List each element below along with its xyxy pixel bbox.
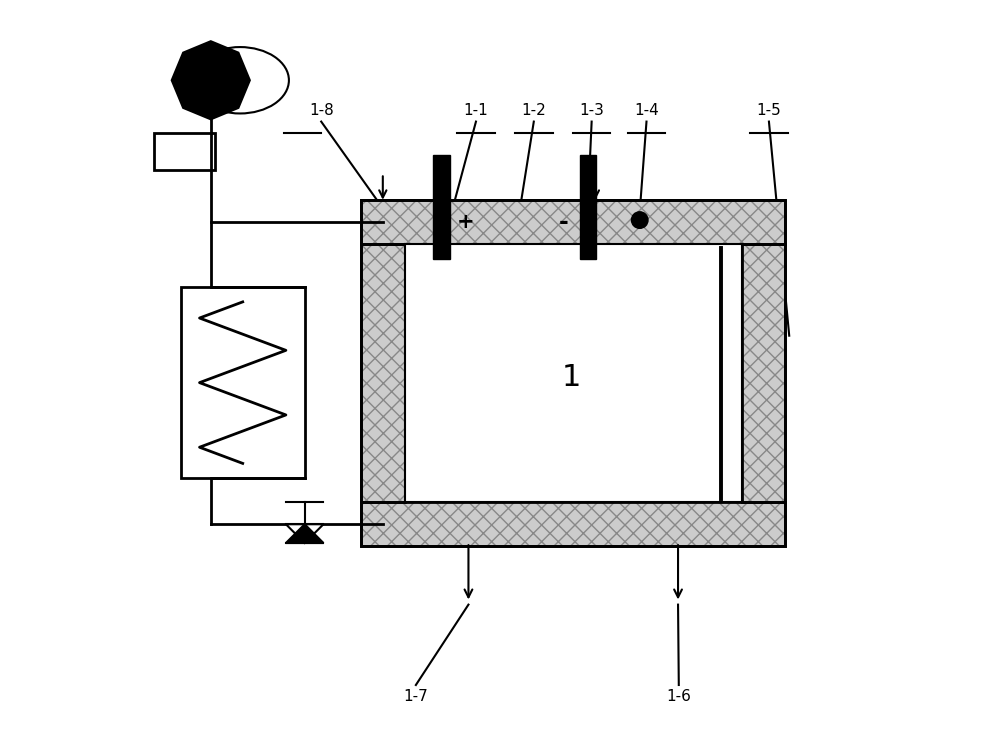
Bar (361, 502, 785, 546)
Text: 1-5: 1-5 (757, 103, 781, 118)
Text: 1-2: 1-2 (521, 103, 546, 118)
Text: 1-1: 1-1 (464, 103, 488, 118)
Polygon shape (286, 524, 323, 543)
Bar (580, 155, 596, 259)
Text: 1-7: 1-7 (403, 688, 428, 703)
Bar (361, 502, 785, 546)
Bar (361, 201, 785, 244)
Text: -: - (559, 210, 569, 234)
Bar (361, 201, 785, 546)
Polygon shape (286, 524, 323, 543)
Bar (742, 244, 785, 502)
Text: +: + (457, 212, 474, 232)
Circle shape (631, 212, 648, 228)
Bar (154, 133, 215, 170)
Text: 1-3: 1-3 (579, 103, 604, 118)
Bar (361, 201, 785, 244)
Bar (742, 244, 785, 502)
Bar (405, 244, 742, 502)
Ellipse shape (191, 47, 289, 113)
Text: 1-4: 1-4 (634, 103, 659, 118)
Text: 1: 1 (562, 363, 581, 391)
Polygon shape (172, 41, 250, 119)
Text: 1-6: 1-6 (666, 688, 691, 703)
Bar (361, 244, 405, 502)
Bar (181, 287, 305, 479)
Bar (433, 155, 450, 259)
Bar (361, 244, 405, 502)
Text: 1-8: 1-8 (309, 103, 334, 118)
